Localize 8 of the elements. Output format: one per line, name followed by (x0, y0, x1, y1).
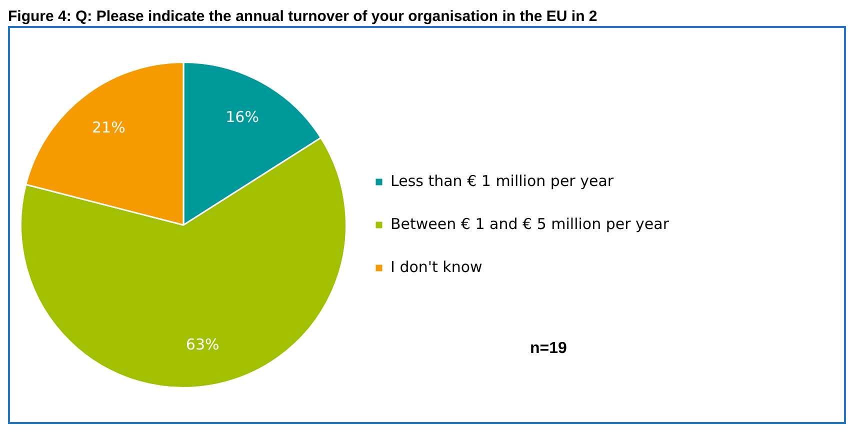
data-label: 63% (186, 335, 220, 354)
legend-label: Less than € 1 million per year (390, 172, 614, 190)
data-label: 16% (226, 108, 259, 126)
data-label: 21% (92, 118, 126, 136)
text: n=19 (530, 340, 567, 358)
chart-title: Figure 4: Q: Please indicate the annual turnover of your organisation in the EU in 2 (8, 8, 598, 26)
legend-label: I don't know (390, 258, 482, 276)
legend-label: Between € 1 and € 5 million per year (390, 214, 670, 233)
